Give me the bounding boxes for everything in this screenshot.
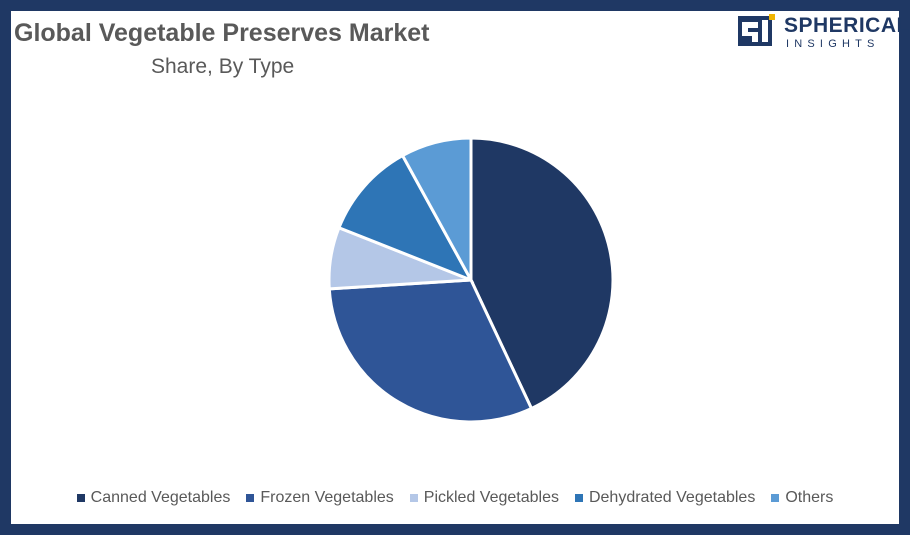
legend-swatch	[409, 494, 418, 502]
pie-slice-canned-vegetables	[469, 136, 615, 411]
legend-label: Canned Vegetables	[90, 489, 231, 506]
chart-subtitle: Share, By Type	[151, 55, 295, 78]
legend-label: Others	[785, 489, 834, 506]
legend-swatch	[771, 494, 780, 502]
pie-slice-dehydrated-vegetables	[337, 153, 475, 283]
chart-legend: Canned Vegetables Frozen Vegetables Pickle…	[11, 489, 899, 507]
spherical-insights-logo: SPHERICAL INSIGHTS	[738, 14, 909, 52]
legend-item: Frozen Vegetables	[246, 489, 394, 507]
chart-title: Global Vegetable Preserves Market	[14, 19, 430, 47]
legend-label: Pickled Vegetables	[423, 489, 559, 506]
logo-mark-icon	[738, 14, 775, 46]
legend-swatch	[76, 494, 85, 502]
legend-swatch	[246, 494, 255, 502]
legend-swatch	[574, 494, 583, 502]
legend-item: Pickled Vegetables	[409, 489, 559, 507]
logo-text-secondary: INSIGHTS	[786, 38, 880, 50]
legend-item: Others	[771, 489, 833, 507]
logo-text-primary: SPHERICAL	[784, 14, 910, 37]
pie-slice-frozen-vegetables	[327, 278, 534, 424]
legend-label: Frozen Vegetables	[260, 489, 394, 506]
legend-item: Dehydrated Vegetables	[574, 489, 756, 507]
legend-label: Dehydrated Vegetables	[588, 489, 756, 506]
legend-item: Canned Vegetables	[76, 489, 231, 507]
pie-slice-others	[400, 136, 473, 281]
